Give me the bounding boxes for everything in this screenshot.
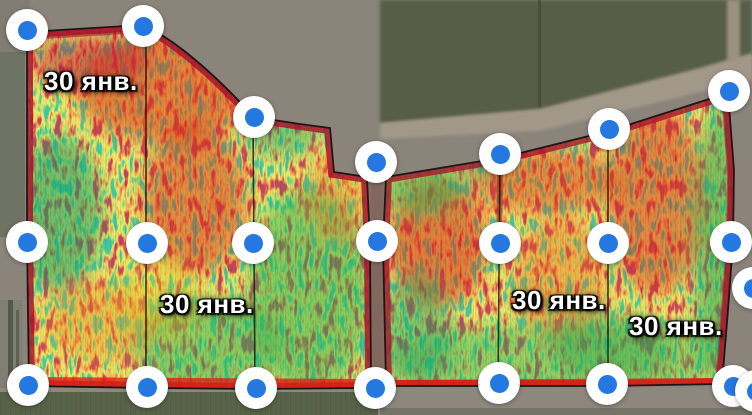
vertex-dot-icon [133, 16, 153, 36]
date-label: 30 янв. [44, 66, 138, 96]
vertex-dot-icon [743, 278, 752, 298]
vertex-marker[interactable] [7, 364, 49, 406]
vertex-dot-icon [721, 232, 741, 252]
vertex-dot-icon [17, 232, 37, 252]
field-division-line [497, 158, 501, 387]
vertex-marker[interactable] [354, 367, 396, 409]
vertex-dot-icon [137, 233, 157, 253]
vertex-dot-icon [598, 233, 618, 253]
vertex-marker[interactable] [355, 141, 397, 183]
vertex-dot-icon [490, 233, 510, 253]
vertex-dot-icon [365, 378, 385, 398]
date-label: 30 янв. [629, 311, 723, 341]
vertex-marker[interactable] [587, 222, 629, 264]
vertex-dot-icon [746, 381, 752, 401]
vertex-marker[interactable] [232, 222, 274, 264]
vertex-dot-icon [246, 378, 266, 398]
vertex-marker[interactable] [586, 363, 628, 405]
vertex-marker[interactable] [356, 220, 398, 262]
vertex-dot-icon [366, 152, 386, 172]
vertex-marker[interactable] [122, 5, 164, 47]
vertex-dot-icon [137, 377, 157, 397]
vertex-marker[interactable] [732, 267, 752, 309]
vertex-marker[interactable] [478, 362, 520, 404]
vertex-dot-icon [17, 20, 37, 40]
vertex-dot-icon [597, 374, 617, 394]
vertex-dot-icon [367, 231, 387, 251]
road-diagonal [380, 53, 752, 139]
vertex-marker[interactable] [126, 222, 168, 264]
vertex-dot-icon [719, 81, 739, 101]
vertex-marker[interactable] [6, 221, 48, 263]
road-vertical [727, 0, 740, 62]
date-label: 30 янв. [160, 289, 254, 319]
vertex-dot-icon [490, 144, 510, 164]
vertex-marker[interactable] [710, 221, 752, 263]
vertex-marker[interactable] [479, 133, 521, 175]
vertex-dot-icon [489, 373, 509, 393]
vertex-dot-icon [243, 233, 263, 253]
vertex-dot-icon [18, 375, 38, 395]
vertex-marker[interactable] [708, 70, 750, 112]
dark-field-area [380, 0, 752, 124]
vertex-dot-icon [244, 107, 264, 127]
vertex-marker[interactable] [479, 222, 521, 264]
date-label: 30 янв. [512, 285, 606, 315]
vertex-marker[interactable] [235, 367, 277, 409]
vertex-marker[interactable] [6, 9, 48, 51]
vertex-dot-icon [599, 119, 619, 139]
vertex-marker[interactable] [233, 96, 275, 138]
vertex-marker[interactable] [735, 370, 752, 412]
vertex-marker[interactable] [588, 108, 630, 150]
vertex-marker[interactable] [126, 366, 168, 408]
